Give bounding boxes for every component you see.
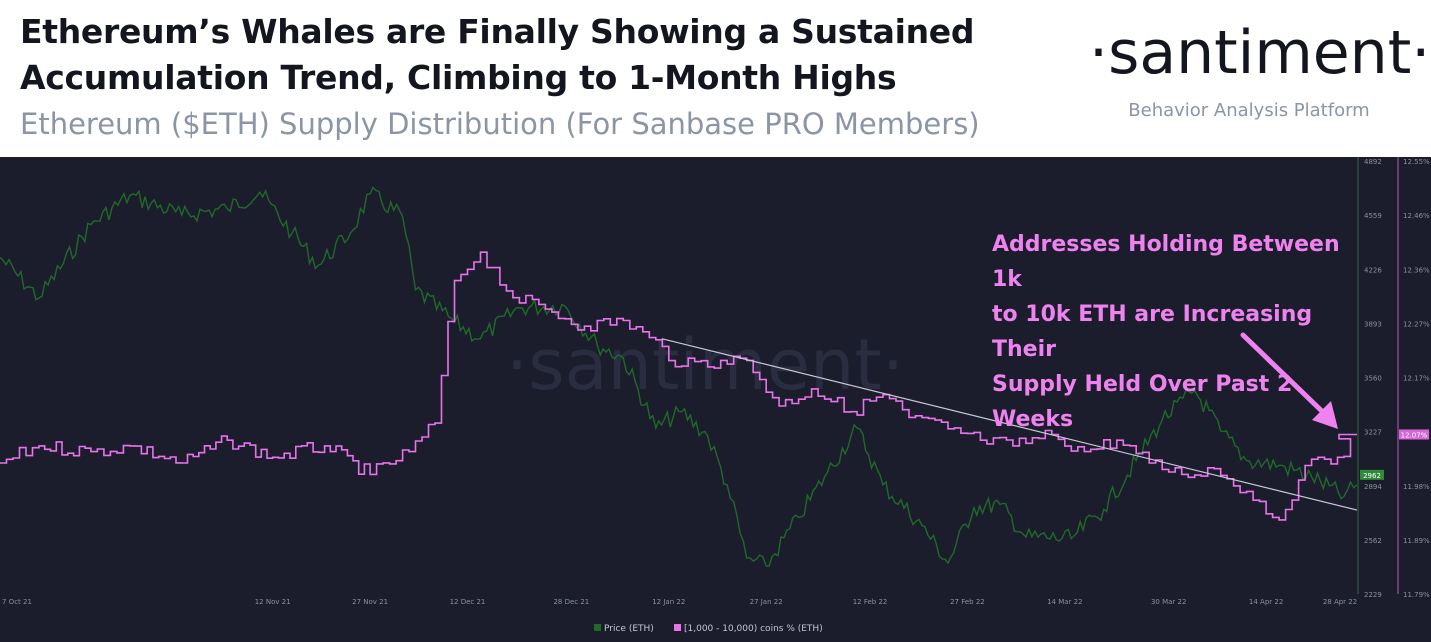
chart-title-line-2: Accumulation Trend, Climbing to 1-Month … <box>20 58 897 97</box>
annotation-line-3: Supply Held Over Past 2 Weeks <box>992 372 1293 432</box>
right-axis-tick-label: 11.79% <box>1403 591 1430 599</box>
watermark-layer: ·santiment· <box>506 324 904 406</box>
brand-name: ·santiment· <box>1089 18 1431 88</box>
price-current-badge <box>1360 469 1384 480</box>
line-chart: ·santiment· 4892 4559 4226 3893 3560 3227 2894… <box>0 157 1430 634</box>
x-axis-tick-label: 12 Feb 22 <box>853 598 888 606</box>
x-axis-tick-label: 12 Jan 22 <box>652 598 685 606</box>
x-axis-tick-label: 14 Apr 22 <box>1249 598 1283 606</box>
x-axis-tick-label: 7 Oct 21 <box>2 598 32 606</box>
right-axis-tick-label: 12.36% <box>1403 266 1430 274</box>
trendline-layer <box>661 332 1358 511</box>
annotation-line-2: to 10k ETH are Increasing Their <box>992 302 1313 362</box>
price-current-value: 2962 <box>1363 472 1381 480</box>
chart-subtitle: Ethereum ($ETH) Supply Distribution (For… <box>20 107 980 141</box>
right-axis-tick-label: 12.27% <box>1403 320 1430 328</box>
left-axis-tick-label: 4892 <box>1364 158 1382 166</box>
annotation-callout: Addresses Holding Between 1k to 10k ETH … <box>992 227 1362 437</box>
annotation-arrow-shaft <box>1240 332 1331 420</box>
x-axis-tick-label: 27 Feb 22 <box>950 598 985 606</box>
left-axis-tick-label: 2562 <box>1364 537 1382 545</box>
supply-series-line <box>0 251 1357 521</box>
left-axis-tick-label: 3560 <box>1364 375 1382 383</box>
supply-current-value: 12.07% <box>1401 431 1428 439</box>
left-axis-tick-label: 3227 <box>1364 429 1382 437</box>
right-axis-tick-label: 12.17% <box>1403 375 1430 383</box>
legend-swatch-supply <box>674 624 681 631</box>
right-axis-tick-label: 12.46% <box>1403 212 1430 220</box>
legend: Price (ETH) [1,000 - 10,000) coins % (ETH… <box>594 624 823 634</box>
x-axis-tick-label: 12 Dec 21 <box>450 598 486 606</box>
chart-title-line-1: Ethereum’s Whales are Finally Showing a … <box>20 12 975 51</box>
supply-current-badge <box>1399 429 1429 440</box>
header: Ethereum’s Whales are Finally Showing a … <box>0 0 1431 157</box>
annotation-arrow-head <box>1312 401 1338 429</box>
legend-label-price: Price (ETH) <box>604 624 654 634</box>
x-axis-tick-label: 27 Nov 21 <box>352 598 388 606</box>
price-series-layer <box>0 186 1358 567</box>
left-axis-tick-label: 2894 <box>1364 483 1382 491</box>
price-series-line <box>0 186 1358 567</box>
x-axis-tick-label: 14 Mar 22 <box>1047 598 1082 606</box>
x-axis-tick-label: 28 Dec 21 <box>553 598 589 606</box>
axes-layer: 4892 4559 4226 3893 3560 3227 2894 2562 2229 12.5… <box>2 157 1430 606</box>
annotation-line-1: Addresses Holding Between 1k <box>992 232 1340 292</box>
legend-label-supply: [1,000 - 10,000) coins % (ETH) <box>684 624 823 634</box>
x-axis-tick-label: 28 Apr 22 <box>1323 598 1357 606</box>
x-axis-tick-label: 27 Jan 22 <box>750 598 783 606</box>
santiment-logo: ·santiment· Behavior Analysis Platform <box>1089 18 1431 121</box>
supply-series-layer <box>0 251 1357 521</box>
left-axis-tick-label: 2229 <box>1364 591 1382 599</box>
right-axis-tick-label: 11.89% <box>1403 537 1430 545</box>
legend-swatch-price <box>594 624 601 631</box>
right-axis-tick-label: 12.55% <box>1403 158 1430 166</box>
x-axis-tick-label: 12 Nov 21 <box>255 598 291 606</box>
brand-tagline: Behavior Analysis Platform <box>1128 100 1370 121</box>
watermark-text: ·santiment· <box>506 324 904 406</box>
left-axis-tick-label: 3893 <box>1364 320 1382 328</box>
left-axis-tick-label: 4226 <box>1364 266 1382 274</box>
trendline <box>661 338 1358 511</box>
right-axis-tick-label: 11.98% <box>1403 483 1430 491</box>
x-axis-tick-label: 30 Mar 22 <box>1151 598 1186 606</box>
left-axis-tick-label: 4559 <box>1364 212 1382 220</box>
